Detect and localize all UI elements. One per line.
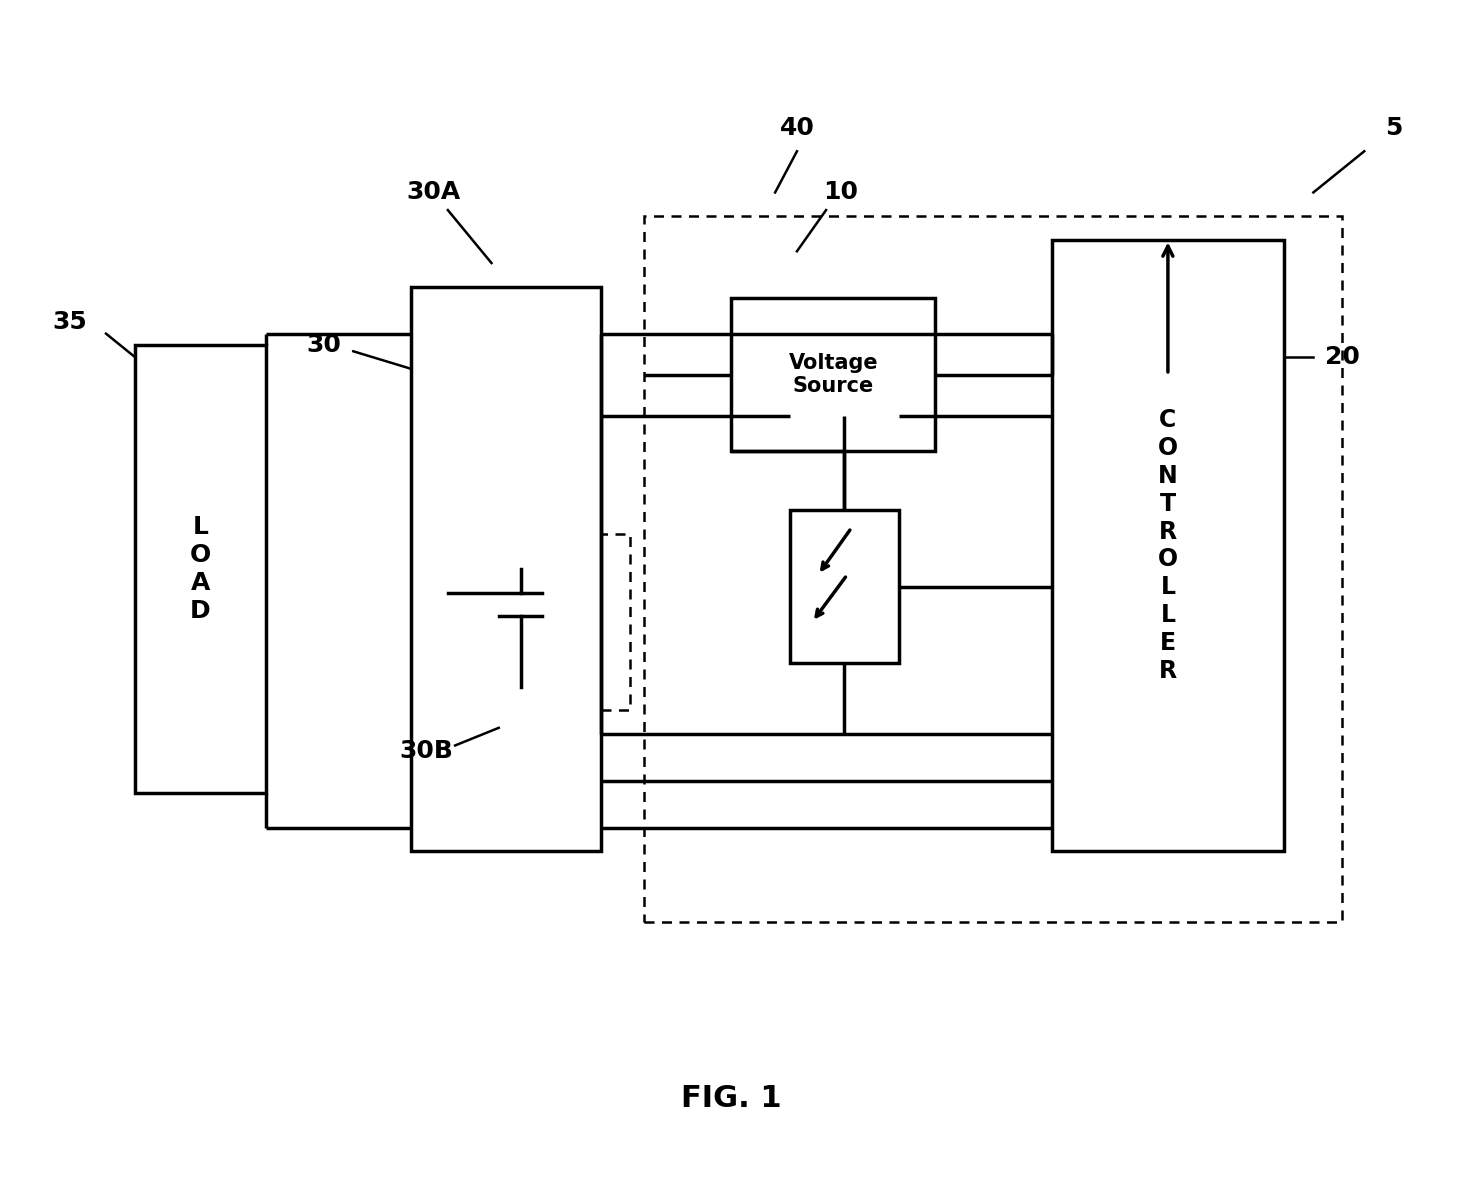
Text: 40: 40 — [780, 116, 815, 140]
Text: 5: 5 — [1384, 116, 1402, 140]
Text: L
O
A
D: L O A D — [190, 515, 211, 622]
FancyBboxPatch shape — [426, 533, 629, 710]
Text: C
O
N
T
R
O
L
L
E
R: C O N T R O L L E R — [1157, 409, 1178, 683]
FancyBboxPatch shape — [411, 287, 601, 851]
Text: 30: 30 — [307, 333, 342, 358]
Text: 20: 20 — [1325, 345, 1361, 370]
Text: 10: 10 — [824, 180, 859, 205]
Text: 35: 35 — [53, 309, 86, 334]
FancyBboxPatch shape — [135, 345, 266, 793]
Text: 30B: 30B — [399, 739, 454, 763]
Text: Voltage
Source: Voltage Source — [789, 353, 878, 397]
FancyBboxPatch shape — [790, 510, 898, 664]
FancyBboxPatch shape — [1052, 239, 1285, 851]
FancyBboxPatch shape — [732, 299, 935, 451]
FancyBboxPatch shape — [644, 216, 1343, 922]
Text: 30A: 30A — [407, 180, 461, 205]
Text: FIG. 1: FIG. 1 — [682, 1084, 781, 1113]
